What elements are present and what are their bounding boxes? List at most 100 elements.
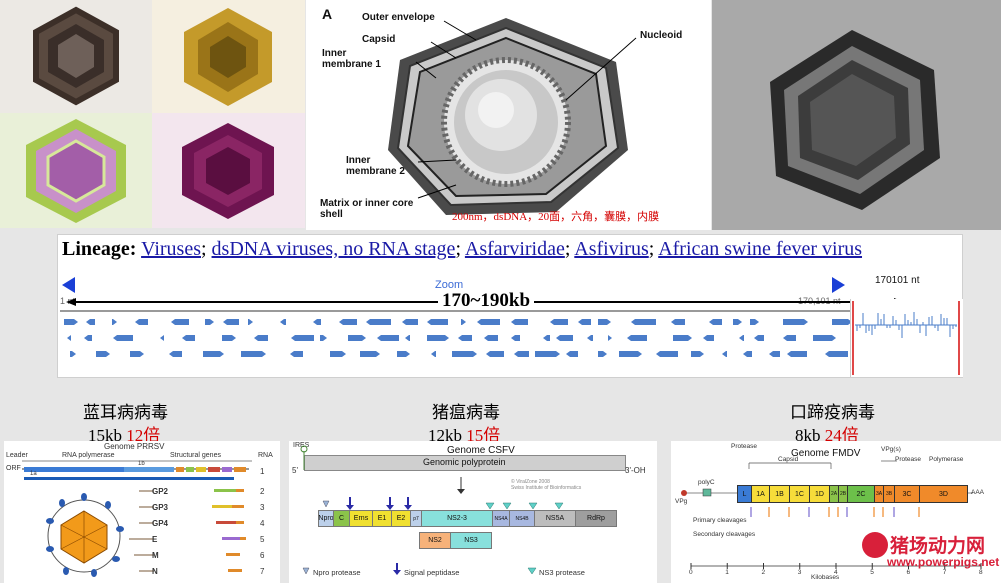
gene-feature[interactable] [135, 319, 148, 325]
label-inner-membrane-2: Inner membrane 2 [346, 155, 405, 177]
gene-feature[interactable] [598, 319, 611, 325]
gene-feature[interactable] [248, 319, 253, 325]
lineage-link-dsdna[interactable]: dsDNA viruses, no RNA stage [211, 238, 456, 260]
gene-feature[interactable] [673, 335, 692, 341]
gene-feature[interactable] [291, 335, 314, 341]
gene-feature[interactable] [160, 335, 164, 341]
gene-feature[interactable] [739, 335, 744, 341]
gene-feature[interactable] [223, 319, 239, 325]
gene-feature[interactable] [397, 351, 410, 357]
gene-feature[interactable] [598, 351, 607, 357]
gene-feature[interactable] [825, 351, 848, 357]
gene-feature[interactable] [452, 351, 477, 357]
gene-feature[interactable] [514, 351, 529, 357]
gene-feature[interactable] [222, 335, 236, 341]
gene-feature[interactable] [733, 319, 742, 325]
prrsv-rna-4: 4 [260, 519, 265, 528]
gene-feature[interactable] [511, 335, 520, 341]
lineage-link-viruses[interactable]: Viruses [141, 238, 201, 260]
gene-feature[interactable] [427, 335, 449, 341]
gene-feature[interactable] [70, 351, 76, 357]
gene-feature[interactable] [360, 351, 380, 357]
csfv-seg-rdrp: RdRp [575, 510, 617, 527]
gene-feature[interactable] [461, 319, 466, 325]
gene-feature[interactable] [313, 319, 321, 325]
csfv-legend-npro: Npro protease [313, 568, 361, 577]
gene-feature[interactable] [67, 335, 71, 341]
prrsv-protein-gp3: GP3 [152, 503, 169, 512]
gene-feature[interactable] [477, 319, 500, 325]
gene-feature[interactable] [627, 335, 647, 341]
gene-feature[interactable] [550, 319, 568, 325]
lineage-link-asfarviridae[interactable]: Asfarviridae [464, 238, 565, 260]
gene-feature[interactable] [671, 319, 685, 325]
gene-feature[interactable] [112, 319, 117, 325]
gene-feature[interactable] [377, 335, 399, 341]
gene-feature[interactable] [203, 351, 224, 357]
gene-feature[interactable] [86, 319, 95, 325]
gene-feature[interactable] [769, 351, 780, 357]
gene-feature[interactable] [96, 351, 110, 357]
gene-feature[interactable] [182, 335, 195, 341]
gene-feature[interactable] [743, 351, 752, 357]
gene-feature[interactable] [619, 351, 642, 357]
gene-feature[interactable] [405, 335, 410, 341]
gene-feature[interactable] [330, 351, 346, 357]
gene-feature[interactable] [709, 319, 722, 325]
prrsv-protein-gp4: GP4 [152, 519, 169, 528]
prrsv-protein-n: N [152, 567, 158, 576]
gene-feature[interactable] [656, 351, 678, 357]
prrsv-rna-7: 7 [260, 567, 265, 576]
gene-feature[interactable] [703, 335, 714, 341]
gene-feature[interactable] [458, 335, 472, 341]
gene-feature[interactable] [205, 319, 214, 325]
lineage-link-asfv[interactable]: African swine fever virus [658, 238, 863, 260]
gene-feature[interactable] [722, 351, 727, 357]
gene-feature[interactable] [171, 319, 189, 325]
gene-feature[interactable] [84, 335, 92, 341]
prrsv-size: 15kb [88, 426, 122, 445]
gene-feature[interactable] [320, 335, 327, 341]
micrograph-green-pink [0, 113, 152, 228]
gene-feature[interactable] [511, 319, 528, 325]
gene-feature[interactable] [783, 335, 796, 341]
gene-feature[interactable] [578, 319, 591, 325]
gene-feature[interactable] [787, 351, 807, 357]
gene-feature[interactable] [427, 319, 448, 325]
gene-feature[interactable] [254, 335, 268, 341]
gene-feature[interactable] [754, 335, 764, 341]
overview-right-marker[interactable] [958, 301, 960, 375]
gene-feature[interactable] [535, 351, 560, 357]
gene-feature[interactable] [832, 319, 850, 325]
gene-feature[interactable] [348, 335, 366, 341]
gene-feature[interactable] [566, 351, 578, 357]
gene-feature[interactable] [290, 351, 303, 357]
gene-feature[interactable] [366, 319, 391, 325]
gene-feature[interactable] [750, 319, 759, 325]
gene-feature[interactable] [431, 351, 436, 357]
gene-feature[interactable] [484, 335, 498, 341]
gene-feature[interactable] [241, 351, 266, 357]
scroll-right-arrow[interactable] [832, 277, 845, 293]
gene-feature[interactable] [813, 335, 836, 341]
scroll-left-arrow[interactable] [62, 277, 75, 293]
gene-feature[interactable] [402, 319, 418, 325]
gene-feature[interactable] [113, 335, 133, 341]
gene-feature[interactable] [608, 335, 612, 341]
gene-feature[interactable] [556, 335, 573, 341]
gene-feature[interactable] [64, 319, 78, 325]
gene-feature[interactable] [543, 335, 550, 341]
gene-feature[interactable] [631, 319, 656, 325]
lineage-link-asfivirus[interactable]: Asfivirus [574, 238, 649, 260]
gene-feature[interactable] [486, 351, 504, 357]
genome-browser-panel: Lineage: Viruses; dsDNA viruses, no RNA … [57, 234, 963, 378]
zoom-label[interactable]: Zoom [435, 279, 464, 291]
overview-left-marker[interactable] [852, 301, 854, 375]
gene-feature[interactable] [587, 335, 593, 341]
gene-feature[interactable] [783, 319, 808, 325]
gene-feature[interactable] [130, 351, 144, 357]
gene-feature[interactable] [691, 351, 704, 357]
gene-feature[interactable] [339, 319, 357, 325]
gene-feature[interactable] [169, 351, 182, 357]
gene-feature[interactable] [280, 319, 286, 325]
